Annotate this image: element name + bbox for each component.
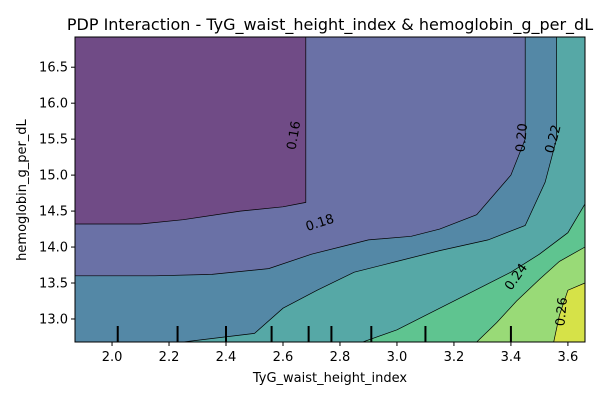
y-tick-label-5: 15.0 [39, 169, 68, 184]
contour-label-6: 0.26 [553, 297, 570, 327]
contour-line-2 [75, 37, 526, 277]
x-tick-label-7: 3.2 [444, 350, 465, 365]
x-tick-label-8: 3.4 [501, 350, 522, 365]
x-tick-label-6: 3.0 [387, 350, 408, 365]
y-tick-label-1: 13.0 [39, 312, 68, 327]
x-tick-label-5: 2.8 [330, 350, 351, 365]
contour-region-6 [553, 37, 585, 342]
contour-region-3 [183, 37, 585, 342]
y-tick-label-7: 16.0 [39, 97, 68, 112]
contour-region-5 [476, 37, 585, 342]
contour-line-6 [553, 282, 585, 342]
plot-area: 0.160.180.20 0.220.240.26 [75, 37, 585, 342]
y-tick-label-3: 14.0 [39, 241, 68, 256]
plot-frame [74, 36, 586, 343]
x-tick-label-9: 3.6 [558, 350, 579, 365]
y-tick-label-8: 16.5 [39, 61, 68, 76]
y-axis-label: hemoglobin_g_per_dL [15, 118, 30, 260]
contour-line-4 [362, 203, 585, 342]
x-tick-label-3: 2.4 [216, 350, 237, 365]
y-tick-label-2: 13.5 [39, 277, 68, 292]
contour-line-1 [75, 37, 307, 225]
x-tick-label-2: 2.2 [159, 350, 180, 365]
rug-marks [116, 326, 512, 342]
chart-title: PDP Interaction - TyG_waist_height_index… [67, 15, 593, 35]
x-tick-label-4: 2.6 [273, 350, 294, 365]
contour-line-3 [183, 37, 557, 342]
contour-line-5 [476, 246, 585, 342]
y-tick-label-6: 15.5 [39, 133, 68, 148]
x-axis-ticks: 2.0 2.2 2.4 2.6 2.8 3.0 3.2 3.4 3.6 [102, 342, 579, 365]
contour-label-1: 0.16 [284, 120, 304, 151]
x-tick-label-1: 2.0 [102, 350, 123, 365]
contour-regions [75, 37, 585, 342]
contour-region-4 [362, 37, 585, 342]
y-tick-label-4: 14.5 [39, 205, 68, 220]
contour-label-4: 0.22 [543, 123, 565, 155]
y-axis-ticks: 13.0 13.5 14.0 14.5 15.0 15.5 16.0 16.5 [39, 61, 75, 327]
contour-label-3: 0.20 [514, 123, 531, 153]
x-axis-label: TyG_waist_height_index [252, 371, 408, 386]
